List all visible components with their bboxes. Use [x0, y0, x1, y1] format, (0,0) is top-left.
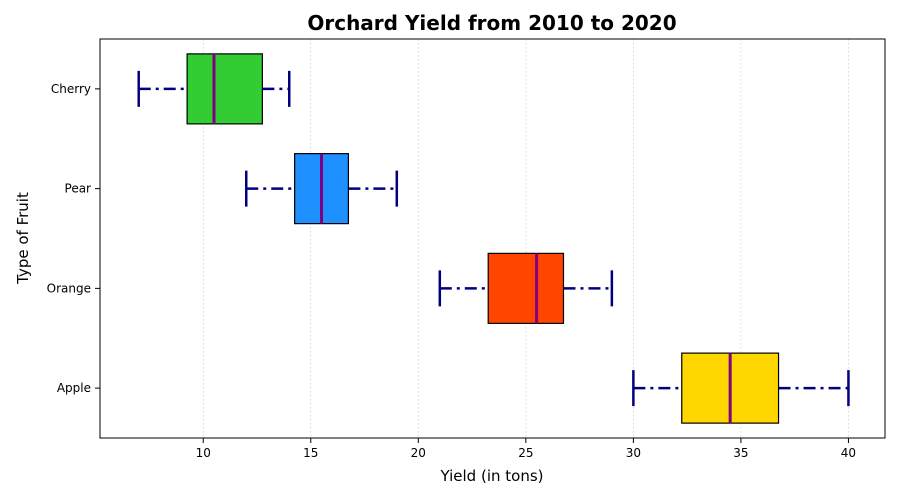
x-tick-label-30: 30 [626, 446, 641, 460]
y-tick-label-cherry: Cherry [51, 82, 91, 96]
plot-frame [99, 38, 886, 439]
x-axis-ticks: 10 15 20 25 30 35 40 [196, 438, 856, 460]
x-tick-label-15: 15 [303, 446, 318, 460]
x-tick-label-10: 10 [196, 446, 211, 460]
box-orange [438, 252, 614, 324]
iqr-box-cherry [186, 53, 263, 125]
box-apple [632, 352, 850, 424]
boxes [137, 53, 850, 424]
box-pear [244, 153, 399, 225]
box-cherry [137, 53, 291, 125]
iqr-box-orange [487, 252, 565, 324]
y-tick-label-pear: Pear [65, 182, 92, 196]
y-tick-label-orange: Orange [47, 281, 91, 295]
chart-title: Orchard Yield from 2010 to 2020 [307, 11, 676, 35]
y-axis-label: Type of Fruit [14, 192, 32, 285]
y-tick-label-apple: Apple [57, 381, 91, 395]
x-tick-label-20: 20 [411, 446, 426, 460]
y-axis-ticks: Apple Orange Pear Cherry [47, 82, 100, 395]
x-tick-label-40: 40 [841, 446, 856, 460]
x-axis-label: Yield (in tons) [439, 467, 543, 485]
x-tick-label-25: 25 [518, 446, 533, 460]
x-tick-label-35: 35 [733, 446, 748, 460]
